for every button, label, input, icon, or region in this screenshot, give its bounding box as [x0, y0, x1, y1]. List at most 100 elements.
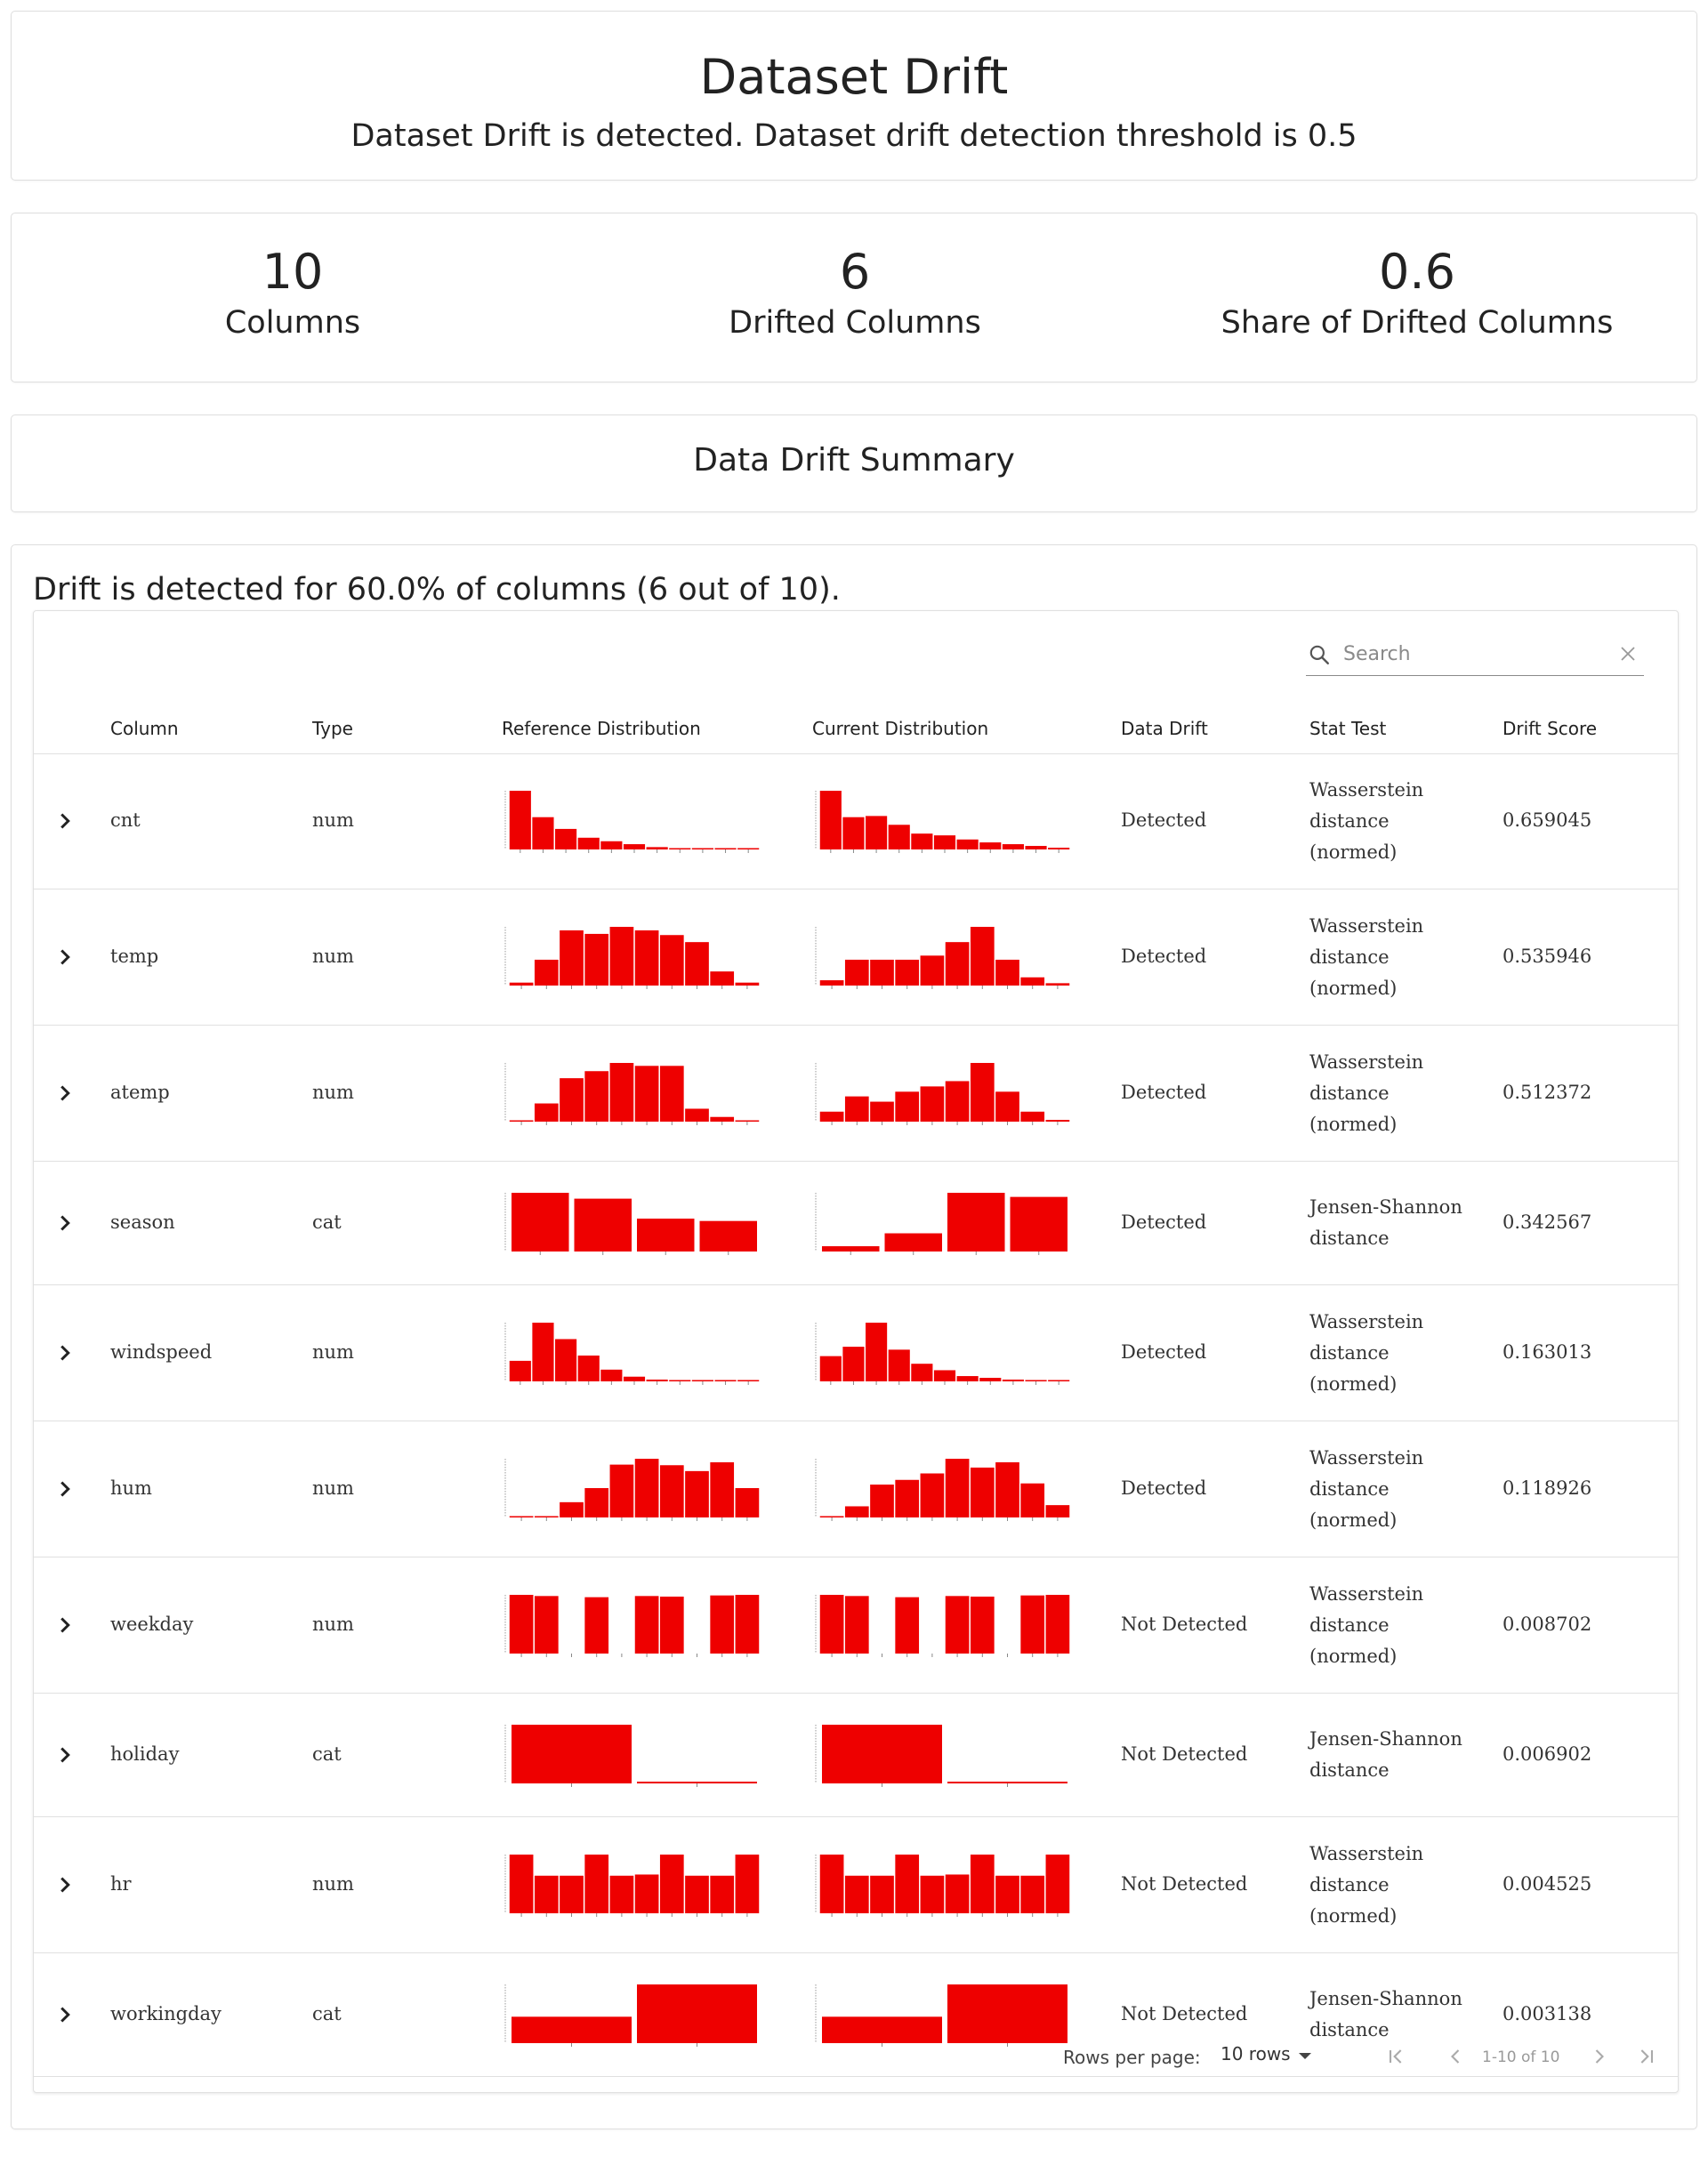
- hist-bar: [534, 959, 559, 986]
- hist-bar: [866, 816, 888, 849]
- header-stat-test[interactable]: Stat Test: [1309, 718, 1387, 739]
- hist-bar: [970, 1855, 995, 1913]
- expand-row-chevron-icon[interactable]: [52, 1871, 78, 1898]
- next-page-icon[interactable]: [1587, 2044, 1612, 2069]
- expand-row-chevron-icon[interactable]: [52, 1612, 78, 1638]
- hist-bar: [737, 848, 760, 849]
- table-row[interactable]: season cat Detected Jensen-Shannon distance 0…: [34, 1162, 1678, 1285]
- header-column[interactable]: Column: [110, 718, 179, 739]
- hist-bar: [1045, 1505, 1070, 1517]
- hist-bar: [735, 1120, 760, 1122]
- hist-bar: [819, 1516, 844, 1517]
- hist-bar: [659, 1596, 684, 1654]
- hist-bar: [884, 1233, 942, 1252]
- hist-bar: [1020, 1875, 1045, 1913]
- column-type: num: [312, 809, 354, 831]
- hist-bar: [947, 1782, 1068, 1783]
- current-distribution-chart: [815, 1984, 1068, 2047]
- hist-bar: [659, 935, 684, 986]
- drift-table-heading: Drift is detected for 60.0% of columns (…: [33, 572, 841, 608]
- column-name: atemp: [110, 1082, 170, 1103]
- hist-bar: [659, 1855, 684, 1913]
- rows-per-page-select[interactable]: 10 rows: [1221, 2043, 1318, 2070]
- search-icon: [1309, 645, 1329, 664]
- stat-test: Wasserstein distance (normed): [1309, 1047, 1423, 1140]
- hist-bar: [584, 1855, 609, 1913]
- table-row[interactable]: atemp num Detected Wasserstein distance (norm…: [34, 1026, 1678, 1162]
- hist-bar: [895, 1597, 920, 1654]
- hist-bar: [970, 927, 995, 986]
- hist-bar: [600, 1369, 623, 1381]
- last-page-icon[interactable]: [1633, 2044, 1658, 2069]
- hist-bar: [819, 1595, 844, 1654]
- clear-search-icon[interactable]: [1617, 643, 1639, 664]
- table-row[interactable]: hum num Detected Wasserstein distance (normed…: [34, 1421, 1678, 1557]
- hist-bar: [844, 1096, 869, 1122]
- hist-bar: [634, 930, 659, 986]
- header-type[interactable]: Type: [312, 718, 353, 739]
- first-page-icon[interactable]: [1384, 2044, 1409, 2069]
- header-data-drift[interactable]: Data Drift: [1121, 718, 1208, 739]
- counter-label: Columns: [224, 305, 361, 342]
- expand-row-chevron-icon[interactable]: [52, 1476, 78, 1502]
- expand-row-chevron-icon[interactable]: [52, 808, 78, 834]
- counter-value: 6: [839, 244, 871, 300]
- table-row[interactable]: hr num Not Detected Wasserstein distance (nor…: [34, 1817, 1678, 1953]
- table-row[interactable]: workingday cat Not Detected Jensen-Shannon d…: [34, 1953, 1678, 2077]
- expand-row-chevron-icon[interactable]: [52, 1080, 78, 1107]
- hist-bar: [1025, 846, 1047, 849]
- column-name: cnt: [110, 809, 141, 831]
- reference-distribution-chart: [504, 791, 760, 853]
- hist-bar: [509, 982, 534, 986]
- hist-bar: [995, 1091, 1019, 1122]
- expand-row-chevron-icon[interactable]: [52, 1742, 78, 1768]
- stat-test-line: distance: [1309, 1873, 1390, 1895]
- previous-page-icon[interactable]: [1443, 2044, 1468, 2069]
- table-row[interactable]: weekday num Not Detected Wasserstein distanc…: [34, 1557, 1678, 1694]
- current-distribution-chart: [815, 1725, 1068, 1787]
- hist-bar: [945, 1081, 970, 1122]
- table-row[interactable]: cnt num Detected Wasserstein distance (normed…: [34, 753, 1678, 889]
- expand-row-chevron-icon[interactable]: [52, 944, 78, 970]
- search-field[interactable]: Search: [1306, 632, 1644, 676]
- column-name: windspeed: [110, 1341, 213, 1363]
- reference-distribution-chart: [504, 1459, 760, 1521]
- hist-bar: [609, 927, 634, 986]
- header-reference-distribution[interactable]: Reference Distribution: [502, 718, 701, 739]
- expand-row-chevron-icon[interactable]: [52, 2001, 78, 2028]
- column-type: num: [312, 1614, 354, 1635]
- drift-score: 0.512372: [1503, 1082, 1592, 1103]
- stat-test: Jensen-Shannon distance: [1309, 1192, 1462, 1254]
- reference-distribution-chart: [504, 1855, 760, 1917]
- hist-bar: [895, 1855, 920, 1913]
- current-distribution-chart: [815, 1063, 1070, 1125]
- stat-test-line: (normed): [1309, 841, 1398, 863]
- hist-bar: [574, 1198, 632, 1252]
- expand-row-chevron-icon[interactable]: [52, 1340, 78, 1366]
- hist-bar: [534, 1516, 559, 1517]
- stat-test-line: distance: [1309, 2019, 1390, 2040]
- search-input[interactable]: Search: [1343, 643, 1411, 665]
- hist-bar: [1048, 848, 1070, 849]
- stat-test-line: Jensen-Shannon: [1309, 1728, 1462, 1750]
- table-row[interactable]: windspeed num Detected Wasserstein distance (…: [34, 1285, 1678, 1421]
- expand-row-chevron-icon[interactable]: [52, 1210, 78, 1236]
- table-row[interactable]: temp num Detected Wasserstein distance (norme…: [34, 889, 1678, 1026]
- column-type: cat: [312, 1211, 342, 1233]
- column-type: cat: [312, 1743, 342, 1765]
- hist-bar: [1020, 1483, 1045, 1517]
- hist-bar: [555, 1339, 577, 1381]
- current-distribution-chart: [815, 1323, 1070, 1385]
- header-drift-score[interactable]: Drift Score: [1503, 718, 1598, 739]
- data-drift-status: Detected: [1121, 1477, 1207, 1499]
- table-row[interactable]: holiday cat Not Detected Jensen-Shannon dist…: [34, 1694, 1678, 1817]
- hist-bar: [577, 837, 600, 849]
- hist-bar: [819, 791, 842, 849]
- drift-table: Search Column Type Reference Distributio…: [33, 610, 1679, 2093]
- hist-bar: [534, 1596, 559, 1654]
- header-current-distribution[interactable]: Current Distribution: [812, 718, 989, 739]
- hist-bar: [691, 848, 713, 849]
- hist-bar: [844, 959, 869, 986]
- hist-bar: [1048, 1380, 1070, 1381]
- hist-bar: [970, 1063, 995, 1122]
